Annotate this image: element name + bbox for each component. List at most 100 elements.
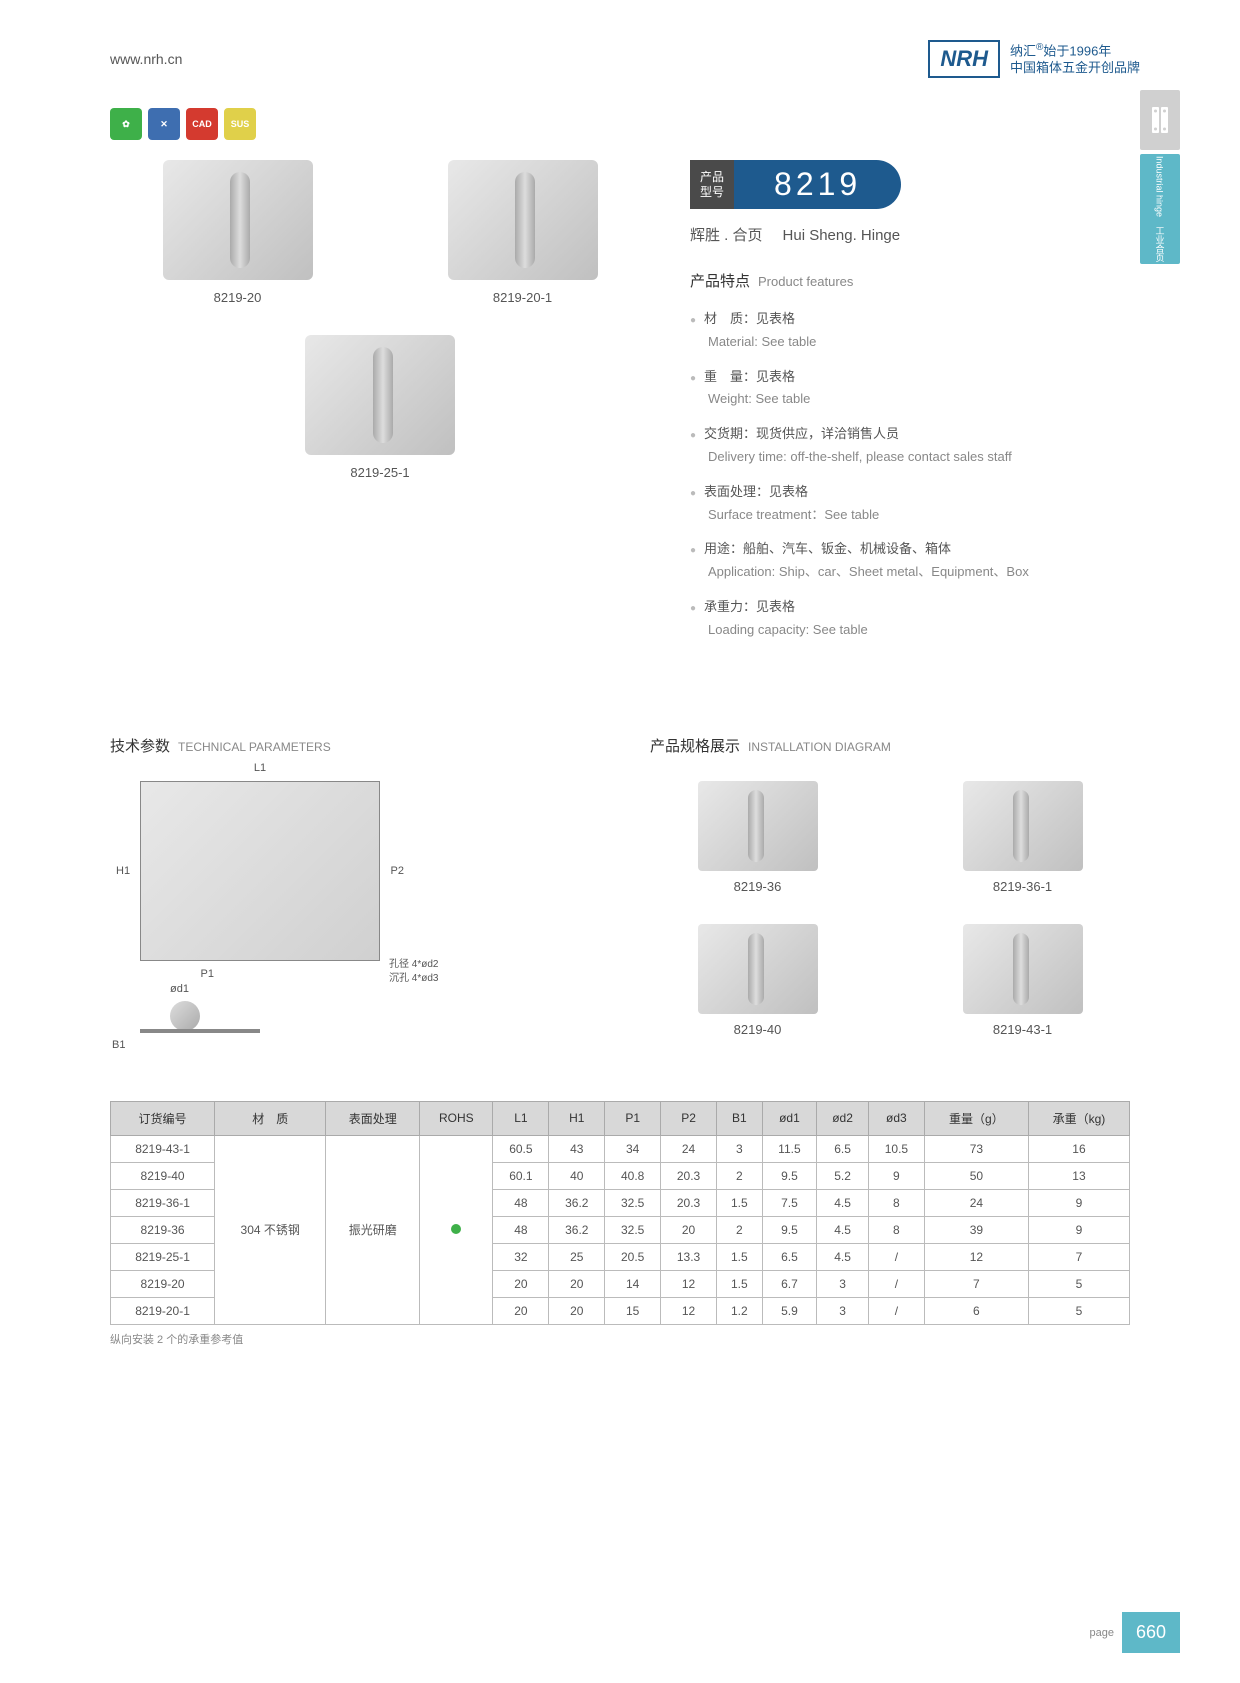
table-cell: 25 bbox=[549, 1243, 605, 1270]
table-header: L1 bbox=[493, 1101, 549, 1135]
product-item: 8219-25-1 bbox=[110, 335, 650, 480]
table-cell: 8 bbox=[868, 1189, 924, 1216]
hinge-image bbox=[448, 160, 598, 280]
table-cell: 36.2 bbox=[549, 1216, 605, 1243]
table-cell: 9.5 bbox=[762, 1216, 817, 1243]
table-cell: 5.9 bbox=[762, 1297, 817, 1324]
table-cell: 15 bbox=[605, 1297, 661, 1324]
table-header: B1 bbox=[717, 1101, 763, 1135]
install-item: 8219-40 bbox=[650, 924, 865, 1037]
table-cell: 20 bbox=[493, 1270, 549, 1297]
table-cell: 11.5 bbox=[762, 1135, 817, 1162]
table-cell: 8219-25-1 bbox=[111, 1243, 215, 1270]
table-cell: 3 bbox=[817, 1270, 869, 1297]
table-cell: 40 bbox=[549, 1162, 605, 1189]
table-cell: 73 bbox=[924, 1135, 1028, 1162]
table-cell: 9 bbox=[1028, 1216, 1129, 1243]
table-cell: 43 bbox=[549, 1135, 605, 1162]
table-cell: 9 bbox=[868, 1162, 924, 1189]
logo-text: 纳汇®始于1996年 中国箱体五金开创品牌 bbox=[1010, 41, 1140, 77]
feature-item: 交货期：现货供应，详洽销售人员Delivery time: off-the-sh… bbox=[690, 424, 1130, 468]
side-tabs: Industrial hinge 工业合页 bbox=[1140, 90, 1180, 264]
table-header: P2 bbox=[661, 1101, 717, 1135]
table-cell: 7 bbox=[924, 1270, 1028, 1297]
badge-cad: CAD bbox=[186, 108, 218, 140]
table-cell: 14 bbox=[605, 1270, 661, 1297]
table-cell: 20.3 bbox=[661, 1162, 717, 1189]
table-cell: 1.5 bbox=[717, 1243, 763, 1270]
feature-item: 材 质：见表格Material: See table bbox=[690, 309, 1130, 353]
table-cell: 5 bbox=[1028, 1297, 1129, 1324]
model-badge: 产品型号 8219 bbox=[690, 160, 1130, 209]
table-cell: 3 bbox=[817, 1297, 869, 1324]
page-number: 660 bbox=[1122, 1612, 1180, 1653]
table-cell: 60.5 bbox=[493, 1135, 549, 1162]
website-url: www.nrh.cn bbox=[110, 51, 182, 67]
hinge-image bbox=[163, 160, 313, 280]
table-cell: 50 bbox=[924, 1162, 1028, 1189]
table-header: P1 bbox=[605, 1101, 661, 1135]
install-label: 8219-36 bbox=[650, 879, 865, 894]
install-item: 8219-36 bbox=[650, 781, 865, 894]
badge-eco: ✿ bbox=[110, 108, 142, 140]
hinge-image bbox=[305, 335, 455, 455]
nrh-logo: NRH bbox=[928, 40, 1000, 78]
install-label: 8219-43-1 bbox=[915, 1022, 1130, 1037]
install-title: 产品规格展示INSTALLATION DIAGRAM bbox=[650, 735, 1130, 756]
table-cell: 2 bbox=[717, 1216, 763, 1243]
logo-area: NRH 纳汇®始于1996年 中国箱体五金开创品牌 bbox=[928, 40, 1140, 78]
page-footer: page 660 bbox=[1089, 1612, 1180, 1653]
table-cell: 2 bbox=[717, 1162, 763, 1189]
table-cell: 20 bbox=[661, 1216, 717, 1243]
install-image bbox=[963, 924, 1083, 1014]
product-item: 8219-20 bbox=[110, 160, 365, 305]
install-item: 8219-36-1 bbox=[915, 781, 1130, 894]
table-cell: 40.8 bbox=[605, 1162, 661, 1189]
hinge-label: 8219-20 bbox=[110, 290, 365, 305]
table-cell: 48 bbox=[493, 1189, 549, 1216]
table-header: 订货编号 bbox=[111, 1101, 215, 1135]
table-cell: 4.5 bbox=[817, 1216, 869, 1243]
spec-table-wrap: 订货编号材 质表面处理ROHSL1H1P1P2B1ød1ød2ød3重量（g）承… bbox=[0, 1071, 1240, 1347]
table-cell: 39 bbox=[924, 1216, 1028, 1243]
table-cell: 5.2 bbox=[817, 1162, 869, 1189]
table-cell: 304 不锈钢 bbox=[215, 1135, 326, 1324]
table-cell: 8219-40 bbox=[111, 1162, 215, 1189]
table-cell: 振光研磨 bbox=[326, 1135, 420, 1324]
side-tab-icon bbox=[1140, 90, 1180, 150]
product-name: 辉胜 . 合页Hui Sheng. Hinge bbox=[690, 224, 1130, 245]
install-item: 8219-43-1 bbox=[915, 924, 1130, 1037]
hinge-label: 8219-25-1 bbox=[350, 465, 409, 480]
table-cell: 12 bbox=[661, 1270, 717, 1297]
table-cell: 8219-20 bbox=[111, 1270, 215, 1297]
table-note: 纵向安装 2 个的承重参考值 bbox=[110, 1331, 1130, 1347]
table-cell: 24 bbox=[924, 1189, 1028, 1216]
table-cell: 32.5 bbox=[605, 1189, 661, 1216]
table-cell: 8219-36-1 bbox=[111, 1189, 215, 1216]
table-cell: 4.5 bbox=[817, 1189, 869, 1216]
table-header: ROHS bbox=[420, 1101, 493, 1135]
table-cell: 4.5 bbox=[817, 1243, 869, 1270]
spec-table: 订货编号材 质表面处理ROHSL1H1P1P2B1ød1ød2ød3重量（g）承… bbox=[110, 1101, 1130, 1325]
table-cell: 5 bbox=[1028, 1270, 1129, 1297]
badge-sus: SUS bbox=[224, 108, 256, 140]
table-cell: 20 bbox=[493, 1297, 549, 1324]
product-images: 8219-20 8219-20-1 8219-25-1 bbox=[110, 160, 650, 655]
table-cell: 6.7 bbox=[762, 1270, 817, 1297]
table-cell: 10.5 bbox=[868, 1135, 924, 1162]
table-cell: 7 bbox=[1028, 1243, 1129, 1270]
tech-title: 技术参数TECHNICAL PARAMETERS bbox=[110, 735, 590, 756]
table-cell: 1.2 bbox=[717, 1297, 763, 1324]
install-image bbox=[698, 781, 818, 871]
icon-badges: ✿ ✕ CAD SUS bbox=[110, 108, 1240, 140]
product-item: 8219-20-1 bbox=[395, 160, 650, 305]
table-cell: 13.3 bbox=[661, 1243, 717, 1270]
tech-diagram: L1 H1 P2 P1 孔径 4*ød2 沉孔 4*ød3 bbox=[140, 781, 380, 961]
install-label: 8219-40 bbox=[650, 1022, 865, 1037]
table-cell: 9.5 bbox=[762, 1162, 817, 1189]
table-row: 8219-43-1304 不锈钢振光研磨60.5433424311.56.510… bbox=[111, 1135, 1130, 1162]
model-label: 产品型号 bbox=[690, 160, 734, 209]
table-cell: 1.5 bbox=[717, 1189, 763, 1216]
table-cell bbox=[420, 1135, 493, 1324]
table-cell: 1.5 bbox=[717, 1270, 763, 1297]
